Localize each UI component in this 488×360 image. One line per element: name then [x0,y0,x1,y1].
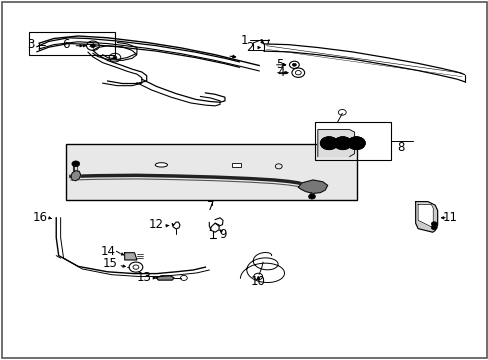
Circle shape [333,137,351,150]
Polygon shape [417,204,432,227]
Circle shape [430,225,436,230]
Text: 7: 7 [206,201,214,213]
Circle shape [113,56,117,59]
Text: 9: 9 [219,228,226,241]
Polygon shape [415,202,437,232]
Text: 5: 5 [275,58,283,71]
Text: 8: 8 [396,141,404,154]
Polygon shape [156,276,174,280]
Polygon shape [124,253,137,260]
Text: 16: 16 [33,211,47,224]
Text: 11: 11 [442,211,456,224]
Circle shape [347,137,365,150]
Polygon shape [317,130,354,157]
Bar [29,32,115,55]
Polygon shape [298,180,327,193]
Text: 3: 3 [27,39,35,51]
Circle shape [90,44,95,48]
Circle shape [430,222,436,226]
Text: 15: 15 [102,257,117,270]
Text: 12: 12 [149,219,163,231]
Circle shape [320,137,337,150]
Circle shape [72,161,80,167]
Polygon shape [71,171,81,181]
Bar [66,144,356,200]
Bar [232,163,241,167]
Text: 10: 10 [250,275,265,288]
Text: 1: 1 [240,34,248,47]
Circle shape [308,194,315,199]
Text: 14: 14 [101,245,116,258]
Text: 6: 6 [62,39,70,51]
Bar [315,122,390,160]
Circle shape [292,63,296,66]
Text: 2: 2 [245,41,253,54]
Text: 13: 13 [137,271,151,284]
Ellipse shape [155,163,167,167]
Text: 4: 4 [276,66,284,79]
